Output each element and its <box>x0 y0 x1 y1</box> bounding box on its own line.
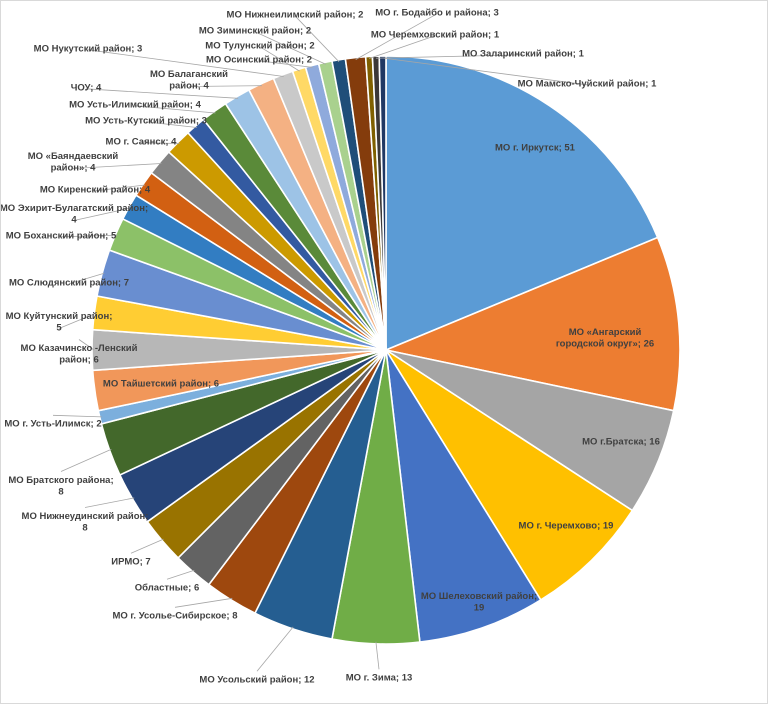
data-label: МО Казачинско -Ленский район; 6 <box>21 343 138 366</box>
leader-line <box>382 57 588 86</box>
data-label: МО Нукутский район; 3 <box>34 44 143 55</box>
leader-line <box>72 163 162 169</box>
leader-line <box>85 88 239 99</box>
data-label: МО Усольский район; 12 <box>199 675 314 686</box>
data-label: МО г. Черемхово; 19 <box>519 521 614 532</box>
data-label: МО Куйтунский район; 5 <box>6 311 113 334</box>
leader-line <box>174 597 233 608</box>
leader-line <box>94 184 146 192</box>
leader-line <box>52 414 102 418</box>
leader-line <box>188 85 262 87</box>
leader-line <box>73 207 131 221</box>
data-label: МО Балаганский район; 4 <box>150 69 228 92</box>
data-label: МО Мамско-Чуйский район; 1 <box>518 79 657 90</box>
data-label: МО Шелеховский район; 19 <box>421 591 537 614</box>
data-label: МО Слюдянский район; 7 <box>9 278 129 289</box>
leader-line <box>145 121 197 128</box>
data-label: МО Тулунский район; 2 <box>205 41 314 52</box>
leader-line <box>375 54 524 59</box>
data-label: МО Братского района; 8 <box>8 475 113 498</box>
leader-line <box>355 13 438 60</box>
data-label: МО Нижнеудинский район; 8 <box>22 511 149 534</box>
leader-line <box>78 339 95 351</box>
leader-line <box>254 31 326 65</box>
pie-slice <box>385 349 634 602</box>
pie-slices <box>91 55 681 645</box>
leader-line <box>259 46 300 72</box>
data-label: МО Нижнеилимский район; 2 <box>227 10 364 21</box>
data-label: МО «Баяндаевский район»; 4 <box>28 151 119 174</box>
pie-slice <box>383 236 681 412</box>
leader-line <box>84 497 135 508</box>
data-label: МО г. Зима; 13 <box>346 673 413 684</box>
leader-line <box>130 538 164 554</box>
leader-line <box>140 142 180 144</box>
pie-slice <box>378 55 387 351</box>
leader-line <box>294 15 340 63</box>
leader-line <box>375 641 380 670</box>
data-label: МО г.Братска; 16 <box>582 437 660 448</box>
data-labels: МО г. Иркутск; 51 МО «Ангарский городской … <box>1 8 660 686</box>
leader-lines <box>52 13 588 672</box>
leader-line <box>87 49 284 77</box>
pie-slice <box>385 55 659 352</box>
data-label: МО г. Усть-Илимск; 2 <box>4 419 101 430</box>
leader-line <box>134 105 216 114</box>
data-label: МО Киренский район; 4 <box>40 185 151 196</box>
data-label: МО г. Бодайбо и района; 3 <box>375 8 499 19</box>
leader-line <box>256 626 294 672</box>
leader-line <box>368 35 436 59</box>
leader-line <box>258 60 313 68</box>
data-label: МО Зиминский район; 2 <box>199 26 311 37</box>
data-label: МО Заларинский район; 1 <box>462 49 585 60</box>
data-label: МО Усть-Кутский район; 3 <box>85 116 207 127</box>
data-label: МО Боханский район; 5 <box>6 231 117 242</box>
data-label: ИРМО; 7 <box>111 557 150 568</box>
data-label: Областные; 6 <box>135 583 200 594</box>
data-label: МО Тайшетский район; 6 <box>103 379 219 390</box>
pie-slice <box>385 349 542 643</box>
data-label: МО г. Иркутск; 51 <box>495 143 576 154</box>
leader-line <box>68 272 105 285</box>
leader-line <box>60 234 118 238</box>
data-label: МО г. Усолье-Сибирское; 8 <box>112 611 237 622</box>
data-label: МО Усть-Илимский район; 4 <box>69 100 201 111</box>
data-label: МО Черемховский район; 1 <box>371 30 500 41</box>
data-label: МО Осинский район; 2 <box>206 55 312 66</box>
data-label: МО Эхирит-Булагатский район; 4 <box>1 203 148 226</box>
leader-line <box>58 312 97 329</box>
data-label: МО «Ангарский городской округ»; 26 <box>556 327 654 350</box>
data-label: ЧОУ; 4 <box>71 83 102 94</box>
leader-line <box>166 569 195 580</box>
data-label: МО г. Саянск; 4 <box>106 137 178 148</box>
leader-line <box>60 448 112 472</box>
